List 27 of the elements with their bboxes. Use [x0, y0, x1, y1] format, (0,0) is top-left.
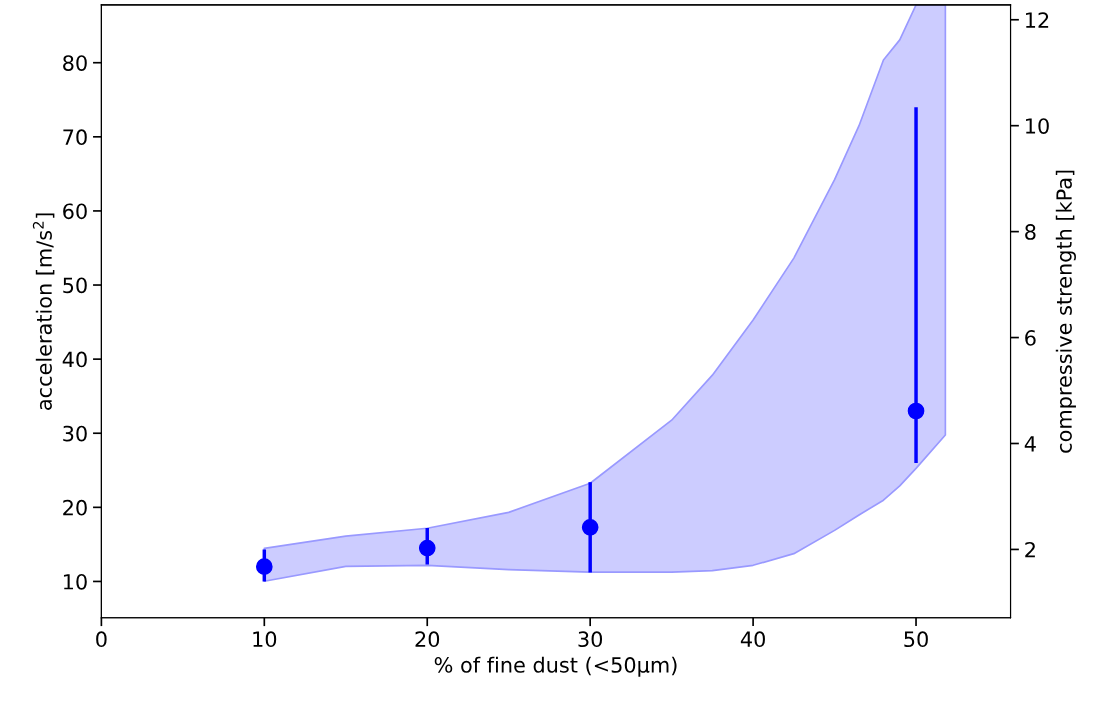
y-tick-label: 70 [63, 129, 87, 146]
y2-tick-label: 4 [1024, 436, 1036, 452]
y2-tick-label: 2 [1025, 541, 1035, 558]
point [907, 402, 925, 420]
x-tick-label: 30 [578, 631, 603, 648]
y-tick-label: 40 [62, 351, 87, 368]
point [418, 539, 436, 557]
y2-axis-title: compressive strength [kPa] [1055, 170, 1076, 453]
y2-tick-label: 6 [1025, 330, 1036, 346]
x-tick-label: 0 [96, 631, 107, 648]
y-tick-label: 10 [63, 573, 87, 590]
point [255, 558, 273, 575]
y-tick-label: 50 [63, 277, 87, 294]
y-tick-label: 60 [63, 203, 87, 220]
y-tick-label: 80 [63, 55, 87, 71]
x-tick-label: 50 [904, 631, 928, 648]
y-tick-label: 30 [63, 425, 87, 442]
x-tick-label: 10 [253, 631, 277, 648]
y-tick-label: 20 [63, 499, 87, 516]
x-tick-label: 40 [740, 631, 765, 648]
y2-tick-label: 8 [1025, 224, 1036, 240]
y-axis-title: acceleration [m/s$^{2}$] [32, 213, 55, 410]
x-tick-label: 20 [415, 631, 440, 648]
point [581, 519, 599, 536]
y2-tick-label: 10 [1026, 118, 1049, 134]
x-axis-title: % of fine dust (<50µm) [434, 656, 677, 677]
y2-tick-label: 12 [1026, 12, 1049, 28]
